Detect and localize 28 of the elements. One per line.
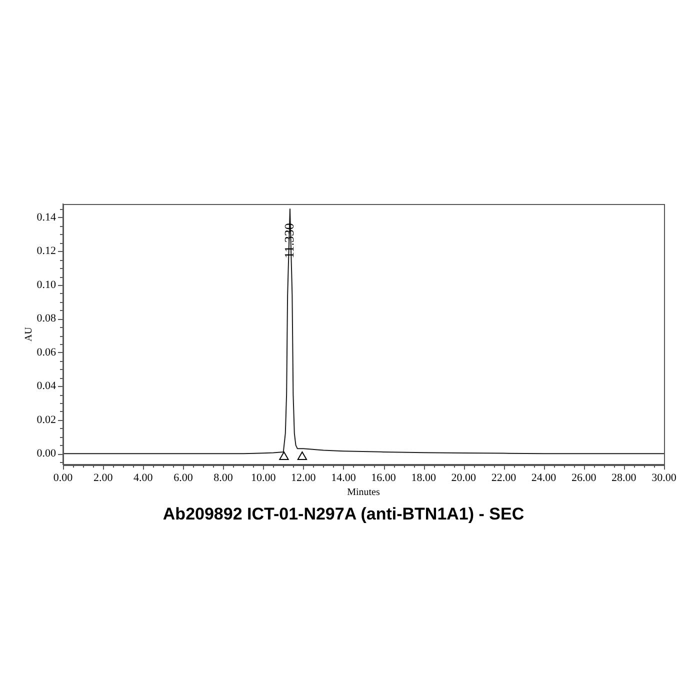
y-tick-label: 0.08 — [36, 312, 56, 325]
x-tick-label: 12.00 — [291, 472, 316, 484]
x-tick-label: 16.00 — [371, 472, 396, 484]
y-axis-title: AU — [24, 326, 35, 342]
x-tick-label: 28.00 — [612, 472, 637, 484]
x-tick-label: 2.00 — [93, 472, 114, 484]
x-tick-label: 14.00 — [331, 472, 356, 484]
x-tick-label: 20.00 — [451, 472, 477, 484]
x-tick-label: 4.00 — [134, 472, 154, 484]
y-tick-label: 0.04 — [36, 380, 56, 392]
x-tick-label: 22.00 — [491, 472, 517, 484]
x-tick-label: 18.00 — [411, 472, 436, 484]
x-tick-label: 30.00 — [652, 472, 677, 484]
x-tick-label: 26.00 — [571, 472, 597, 484]
y-tick-label: 0.06 — [36, 346, 56, 358]
text: Ab209892 ICT-01-N297A (anti-BTN1A1) - SEC — [162, 504, 524, 524]
y-tick-label: 0.14 — [36, 211, 56, 224]
y-tick-label: 0.10 — [36, 278, 56, 291]
x-tick-label: 24.00 — [531, 472, 557, 484]
y-tick-label: 0.00 — [36, 448, 56, 460]
y-tick-label: 0.02 — [36, 414, 56, 426]
y-tick-label: 0.12 — [36, 245, 56, 258]
x-axis-title: Minutes — [347, 487, 380, 498]
x-tick-label: 6.00 — [174, 472, 194, 484]
x-tick-label: 10.00 — [250, 472, 276, 484]
x-tick-label: 0.00 — [53, 472, 74, 484]
annotation: 11.330 — [281, 223, 296, 258]
x-tick-label: 8.00 — [214, 472, 234, 484]
